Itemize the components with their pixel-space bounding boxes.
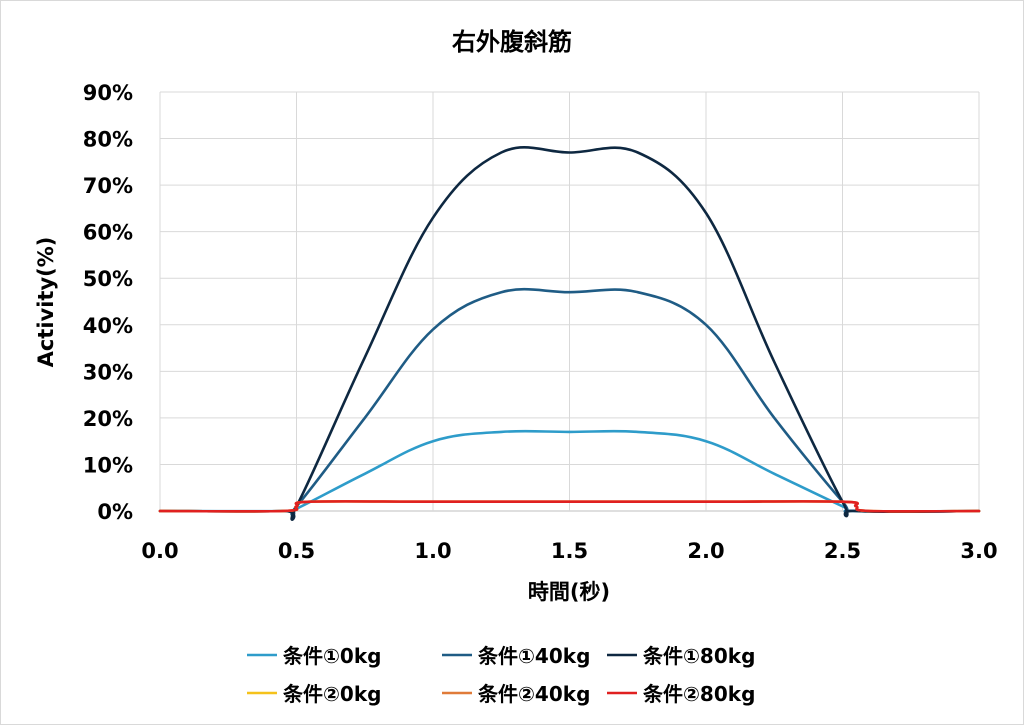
x-tick-label: 3.0 bbox=[960, 539, 997, 563]
y-tick-label: 50% bbox=[83, 267, 133, 291]
x-tick-label: 0.5 bbox=[278, 539, 315, 563]
x-tick-label: 0.0 bbox=[141, 539, 178, 563]
x-tick-label: 2.0 bbox=[687, 539, 724, 563]
x-tick-label: 1.0 bbox=[414, 539, 451, 563]
y-tick-label: 10% bbox=[83, 453, 133, 477]
x-tick-label: 2.5 bbox=[824, 539, 861, 563]
y-tick-label: 20% bbox=[83, 407, 133, 431]
y-tick-label: 60% bbox=[83, 221, 133, 245]
x-axis-label: 時間(秒) bbox=[528, 580, 610, 604]
x-tick-label: 1.5 bbox=[551, 539, 588, 563]
y-tick-label: 40% bbox=[83, 314, 133, 338]
legend-label: 条件②40kg bbox=[478, 682, 590, 706]
legend-label: 条件①80kg bbox=[643, 644, 755, 668]
y-tick-label: 70% bbox=[83, 174, 133, 198]
series-line-6 bbox=[158, 500, 981, 513]
legend: 条件①0kg 条件①40kg 条件①80kg 条件②0kg 条件②40kg 条件②80kg bbox=[247, 644, 755, 706]
series-lines bbox=[158, 146, 981, 521]
legend-label: 条件②0kg bbox=[283, 682, 381, 706]
y-axis-label: Activity(%) bbox=[34, 237, 58, 368]
axis-ticks: 0% 10% 20% 30% 40% 50% 60% 70% 80% 90% 0.0 0.5 1.0 1.… bbox=[83, 81, 998, 563]
y-tick-label: 30% bbox=[83, 360, 133, 384]
gridlines bbox=[159, 91, 980, 512]
legend-label: 条件①40kg bbox=[478, 644, 590, 668]
chart-title: 右外腹斜筋 bbox=[452, 28, 572, 56]
y-tick-label: 80% bbox=[83, 128, 133, 152]
legend-label: 条件②80kg bbox=[643, 682, 755, 706]
y-tick-label: 0% bbox=[97, 500, 133, 524]
legend-label: 条件①0kg bbox=[283, 644, 381, 668]
y-tick-label: 90% bbox=[83, 81, 133, 105]
